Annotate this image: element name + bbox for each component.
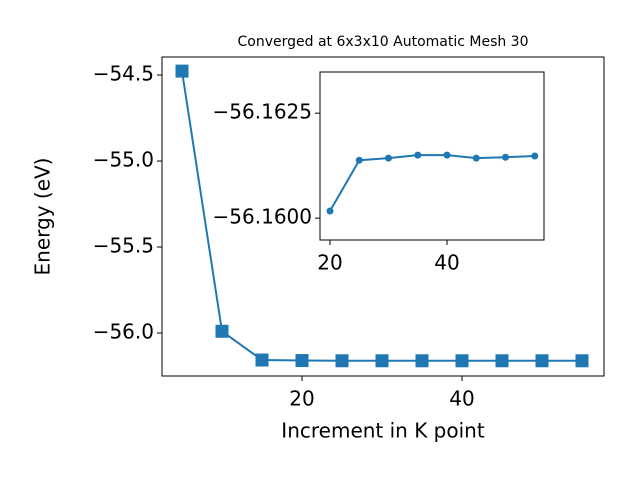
x-tick-label: 40 [449,387,474,411]
marker [414,151,422,159]
y-tick-label: −55.0 [93,148,154,172]
y-axis-label: Energy (eV) [31,158,55,276]
marker [535,354,549,368]
axes-frame [319,71,545,241]
series-line [329,154,535,212]
marker [531,152,539,160]
marker [575,354,589,368]
marker [326,207,334,215]
x-tick-label: 20 [289,387,314,411]
marker [295,354,309,368]
marker [502,153,510,161]
marker [455,354,469,368]
y-tick-label: −55.5 [93,234,154,258]
x-tick-label: 40 [434,251,459,275]
y-tick-label: −56.1625 [213,100,312,124]
chart-title: Converged at 6x3x10 Automatic Mesh 30 [238,34,529,50]
marker [215,324,229,338]
marker [375,354,389,368]
marker [495,354,509,368]
axes-frame [161,56,605,377]
y-tick-label: −56.0 [93,320,154,344]
marker [443,151,451,159]
marker [472,154,480,162]
marker [415,354,429,368]
marker [255,353,269,367]
marker [385,154,393,162]
marker [335,354,349,368]
x-axis-label: Increment in K point [281,419,485,443]
y-tick-label: −54.5 [93,62,154,86]
y-tick-label: −56.1600 [213,205,312,229]
marker [355,156,363,164]
marker [175,64,189,78]
x-tick-label: 20 [317,251,342,275]
